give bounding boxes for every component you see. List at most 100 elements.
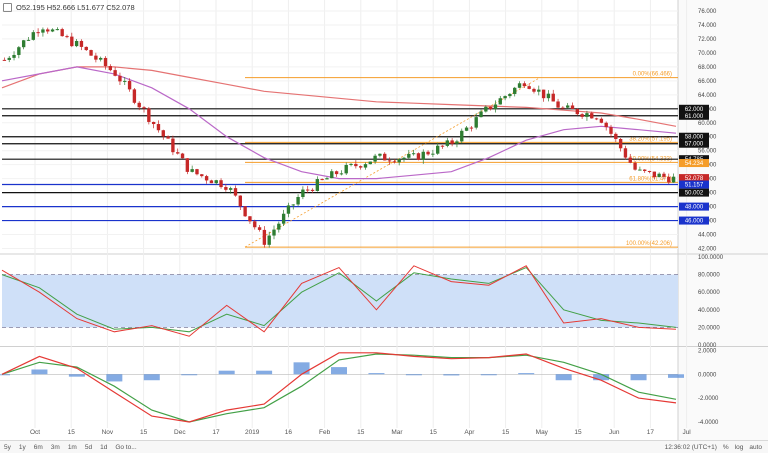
- price-level-tag-label: 54.234: [685, 161, 704, 167]
- timeframe-1d[interactable]: 1d: [100, 443, 108, 451]
- candle-body: [315, 179, 320, 191]
- candle-body: [214, 180, 218, 184]
- x-axis-tick-label: 16: [285, 429, 293, 436]
- macd-histogram-bar: [593, 374, 610, 381]
- candle-body: [349, 163, 353, 165]
- timeframe-6m[interactable]: 6m: [33, 443, 43, 451]
- x-axis-tick-label: Feb: [319, 429, 331, 436]
- oscillator-axis-tick-label: 80.0000: [698, 273, 720, 279]
- x-axis-tick-label: 15: [502, 429, 510, 436]
- candle-body: [334, 171, 339, 175]
- candle-body: [325, 178, 329, 180]
- macd-axis-tick-label: 0.0000: [698, 372, 717, 378]
- ohlc-close: C52.078: [106, 3, 135, 12]
- price-level-tag: [679, 104, 709, 113]
- candle-body: [277, 223, 281, 230]
- price-axis-tick-label: 72.000: [698, 37, 717, 43]
- candle-body: [176, 152, 180, 154]
- candle-body: [522, 83, 527, 87]
- candle-body: [108, 66, 113, 71]
- candle-body: [185, 158, 190, 172]
- price-axis-tick-label: 68.000: [698, 65, 717, 71]
- candle-body: [407, 153, 411, 158]
- candle-body: [580, 114, 584, 117]
- x-axis-tick-label: 15: [574, 429, 582, 436]
- candle-body: [286, 205, 291, 214]
- symbol-icon[interactable]: [3, 3, 12, 12]
- candle-body: [151, 121, 156, 125]
- price-level-tag-label: 57.000: [685, 142, 704, 148]
- candle-body: [296, 197, 300, 205]
- candle-body: [65, 36, 69, 38]
- oscillator-axis-tick-label: 40.0000: [698, 308, 720, 314]
- candle-body: [301, 189, 305, 198]
- candle-body: [41, 29, 45, 33]
- timeframe-1y[interactable]: 1y: [18, 443, 26, 451]
- oscillator-axis-tick-label: 100.0000: [698, 255, 724, 261]
- candle-body: [257, 227, 262, 230]
- candle-body: [219, 180, 223, 188]
- macd-histogram-bar: [555, 374, 572, 381]
- candle-body: [363, 164, 368, 168]
- candle-body: [7, 57, 11, 60]
- fib-level-label: 61.80%(51.471): [629, 176, 672, 182]
- candle-body: [450, 140, 454, 144]
- candle-body: [113, 70, 117, 76]
- macd-histogram-bar: [106, 374, 123, 382]
- macd-histogram-bar: [368, 373, 385, 375]
- candle-body: [498, 98, 502, 105]
- x-axis-tick-label: 15: [140, 429, 148, 436]
- candle-body: [455, 141, 459, 144]
- candle-body: [570, 105, 575, 109]
- candle-body: [291, 204, 295, 206]
- macd-histogram-bar: [68, 374, 85, 377]
- bottom-toolbar: 5y 1y 6m 3m 1m 5d 1d Go to... 12:36:02 (…: [0, 440, 768, 453]
- ohlc-open: O52.195: [16, 3, 45, 12]
- candle-body: [204, 176, 209, 181]
- timeframe-5y[interactable]: 5y: [4, 443, 11, 451]
- candle-body: [224, 187, 228, 190]
- candle-body: [464, 127, 469, 131]
- price-level-tag: [679, 188, 709, 197]
- candle-body: [599, 118, 604, 123]
- candle-body: [368, 161, 372, 165]
- price-axis-tick-label: 66.000: [698, 79, 717, 85]
- price-axis-tick-label: 42.000: [698, 247, 717, 253]
- goto-date-button[interactable]: Go to...: [115, 443, 137, 451]
- x-axis-tick-label: 2019: [245, 429, 260, 436]
- candle-body: [12, 54, 16, 58]
- macd-histogram-bar: [480, 374, 497, 376]
- price-level-tag-label: 46.000: [685, 219, 704, 225]
- candle-body: [618, 139, 623, 149]
- timeframe-1m[interactable]: 1m: [67, 443, 77, 451]
- candle-body: [652, 171, 657, 178]
- candle-body: [233, 188, 238, 196]
- percent-toggle[interactable]: %: [722, 443, 729, 451]
- timeframe-3m[interactable]: 3m: [50, 443, 60, 451]
- auto-toggle[interactable]: auto: [749, 443, 762, 451]
- macd-histogram-bar: [143, 374, 160, 381]
- candle-body: [469, 127, 474, 129]
- candle-body: [132, 89, 137, 103]
- x-axis-tick-label: 17: [212, 429, 220, 436]
- candle-body: [517, 83, 522, 88]
- candle-body: [387, 160, 392, 162]
- candle-body: [609, 127, 613, 134]
- candle-body: [89, 50, 93, 56]
- candle-body: [493, 104, 498, 110]
- macd-histogram-bar: [331, 367, 347, 375]
- candle-body: [161, 130, 165, 137]
- price-level-tag-label: 58.000: [685, 135, 704, 141]
- candle-body: [383, 153, 387, 161]
- candle-body: [537, 89, 541, 92]
- candle-body: [60, 29, 64, 37]
- oscillator-signal-line: [1, 266, 677, 333]
- timeframe-5d[interactable]: 5d: [84, 443, 93, 451]
- candle-body: [55, 29, 60, 31]
- fib-level-label: 0.00%(66.466): [633, 72, 672, 78]
- candle-body: [26, 39, 31, 41]
- candle-body: [281, 213, 286, 224]
- log-toggle[interactable]: log: [734, 443, 744, 451]
- candle-body: [137, 102, 141, 108]
